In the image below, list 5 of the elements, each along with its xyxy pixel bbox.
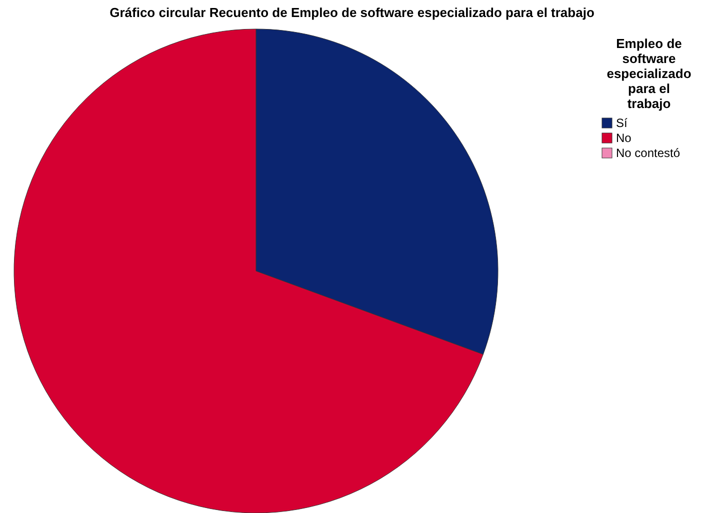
legend-label: No [616, 131, 632, 145]
legend-title: Empleo de software especializado para el trabajo [606, 36, 692, 111]
chart-title: Gráfico circular Recuento de Empleo de software especializado para el trabajo [110, 5, 594, 20]
legend-label: Sí [616, 116, 628, 130]
legend-label: No contestó [616, 146, 680, 160]
